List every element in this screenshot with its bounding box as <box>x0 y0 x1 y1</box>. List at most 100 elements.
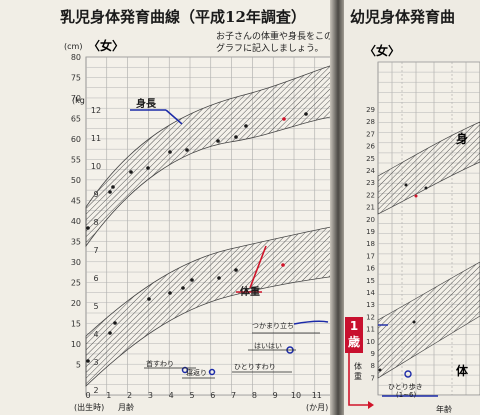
x-label-birth: (出生時) <box>74 403 105 412</box>
milestone-arrows <box>144 332 320 379</box>
note-line-2: グラフに記入しましょう。 <box>216 44 324 54</box>
toddler-kg-tick-label: 27 <box>366 130 375 138</box>
milestone-neck: 首すわり <box>146 360 174 368</box>
toddler-kg-tick-label: 19 <box>366 228 375 236</box>
cm-tick-label: 65 <box>71 115 81 124</box>
red-annotations <box>236 245 267 293</box>
weight-dots <box>86 268 238 363</box>
kg-tick-label: 2 <box>93 386 98 395</box>
kg-tick-label: 9 <box>93 190 98 199</box>
weight-band <box>85 225 336 387</box>
cm-tick-label: 75 <box>71 74 81 83</box>
kg-tick-label: 3 <box>93 358 98 367</box>
cm-tick-label: 15 <box>71 320 81 329</box>
blue-annotations <box>130 109 329 376</box>
month-tick-label: 6 <box>210 391 215 400</box>
kg-tick-label: 5 <box>93 302 98 311</box>
toddler-chart-title: 幼児身体発育曲 <box>350 8 456 26</box>
cm-tick-label: 25 <box>71 279 81 288</box>
toddler-grid-svg: 29 28 27 26 25 24 23 22 21 20 19 18 17 16 15 14 13 12 11 10… <box>345 61 480 409</box>
cm-tick-label: 10 <box>71 340 81 349</box>
note-line-1: お子さんの体重や身長をこの <box>216 32 334 42</box>
cm-tick-label: 80 <box>71 53 81 62</box>
x-label-month: 月齢 <box>118 403 134 412</box>
month-tick-label: 7 <box>231 391 236 400</box>
toddler-kg-tick-label: 8 <box>371 362 375 370</box>
infant-chart-page: 乳児身体発育曲線（平成12年調査） お子さんの体重や身長をこの グラフに記入しま… <box>60 8 336 412</box>
milestone-stand: つかまり立ち <box>252 322 294 330</box>
kg-tick-label: 11 <box>91 134 101 143</box>
gender-label: 〈女〉 <box>88 39 125 53</box>
toddler-height-label: 身 <box>456 132 469 146</box>
toddler-kg-tick-label: 7 <box>371 374 375 382</box>
unit-cm: (cm) <box>64 42 83 51</box>
month-tick-label: 9 <box>273 391 278 400</box>
toddler-kg-tick-label: 22 <box>366 191 375 199</box>
toddler-kg-tick-label: 25 <box>366 155 375 163</box>
one-year-marker: 1歳 <box>347 319 360 349</box>
month-tick-label: 11 <box>312 391 322 400</box>
toddler-kg-tick-label: 17 <box>366 252 375 260</box>
toddler-kg-tick-label: 26 <box>366 143 375 151</box>
toddler-gender-label: 〈女〉 <box>364 44 401 58</box>
month-tick-label: 4 <box>169 391 174 400</box>
cm-tick-label: 60 <box>71 135 81 144</box>
height-dots <box>86 112 308 230</box>
month-tick-label: 3 <box>148 391 153 400</box>
milestone-crawl: はいはい <box>254 342 282 350</box>
toddler-kg-tick-label: 18 <box>366 240 375 248</box>
height-label: 身長 <box>136 99 156 110</box>
toddler-chart-page: 幼児身体発育曲 〈女〉 29 28 27 26 25 24 23 22 21 20 19 18 17 16… <box>344 0 480 415</box>
cm-tick-label: 55 <box>71 156 81 165</box>
toddler-kg-tick-label: 21 <box>366 204 375 212</box>
infant-chart-title: 乳児身体発育曲線（平成12年調査） <box>60 8 306 26</box>
month-tick-label: 5 <box>189 391 194 400</box>
x-label-month-unit: (か月) <box>306 403 329 412</box>
toddler-axis-weight: 体重 <box>354 362 362 381</box>
toddler-kg-tick-label: 28 <box>366 118 375 126</box>
kg-tick-label: 8 <box>93 218 98 227</box>
toddler-kg-tick-label: 14 <box>366 289 375 297</box>
height-red-dot <box>282 117 286 121</box>
kg-tick-label: 4 <box>93 330 98 339</box>
cm-tick-label: 70 <box>71 94 81 103</box>
cm-tick-label: 30 <box>71 258 81 267</box>
toddler-kg-tick-label: 11 <box>366 326 375 334</box>
toddler-kg-tick-label: 13 <box>366 301 375 309</box>
toddler-kg-tick-label: 16 <box>366 265 375 273</box>
walk-label: ひとり歩き <box>388 383 423 391</box>
kg-tick-label: 6 <box>93 274 98 283</box>
cm-tick-label: 5 <box>76 361 81 370</box>
age-label: 年齢 <box>436 405 452 414</box>
toddler-kg-tick-label: 29 <box>366 106 375 114</box>
milestone-roll: 寝返り <box>186 369 207 377</box>
month-tick-label: 8 <box>252 391 257 400</box>
kg-tick-label: 10 <box>91 162 101 171</box>
toddler-kg-tick-label: 10 <box>366 338 375 346</box>
toddler-weight-label: 体 <box>456 364 469 378</box>
month-tick-label: 2 <box>127 391 132 400</box>
unit-kg: (kg) <box>72 96 88 105</box>
month-tick-label: 0 <box>85 391 90 400</box>
milestone-sit: ひとりすわり <box>234 363 276 371</box>
height-band <box>85 63 336 248</box>
weight-red-dot <box>281 263 285 267</box>
kg-tick-label: 12 <box>91 106 101 115</box>
weight-label: 体重 <box>240 287 260 298</box>
toddler-kg-tick-label: 20 <box>366 216 375 224</box>
range-label: (1~6) <box>396 391 417 399</box>
toddler-kg-tick-label: 24 <box>366 167 375 175</box>
toddler-kg-tick-label: 9 <box>371 350 375 358</box>
cm-tick-label: 50 <box>71 176 81 185</box>
toddler-kg-tick-label: 23 <box>366 179 375 187</box>
cm-tick-label: 40 <box>71 217 81 226</box>
cm-tick-label: 45 <box>71 197 81 206</box>
kg-tick-label: 7 <box>93 246 98 255</box>
book-gutter <box>330 0 348 415</box>
cm-tick-label: 35 <box>71 238 81 247</box>
month-tick-label: 10 <box>291 391 301 400</box>
toddler-kg-tick-label: 12 <box>366 313 375 321</box>
cm-tick-label: 20 <box>71 299 81 308</box>
